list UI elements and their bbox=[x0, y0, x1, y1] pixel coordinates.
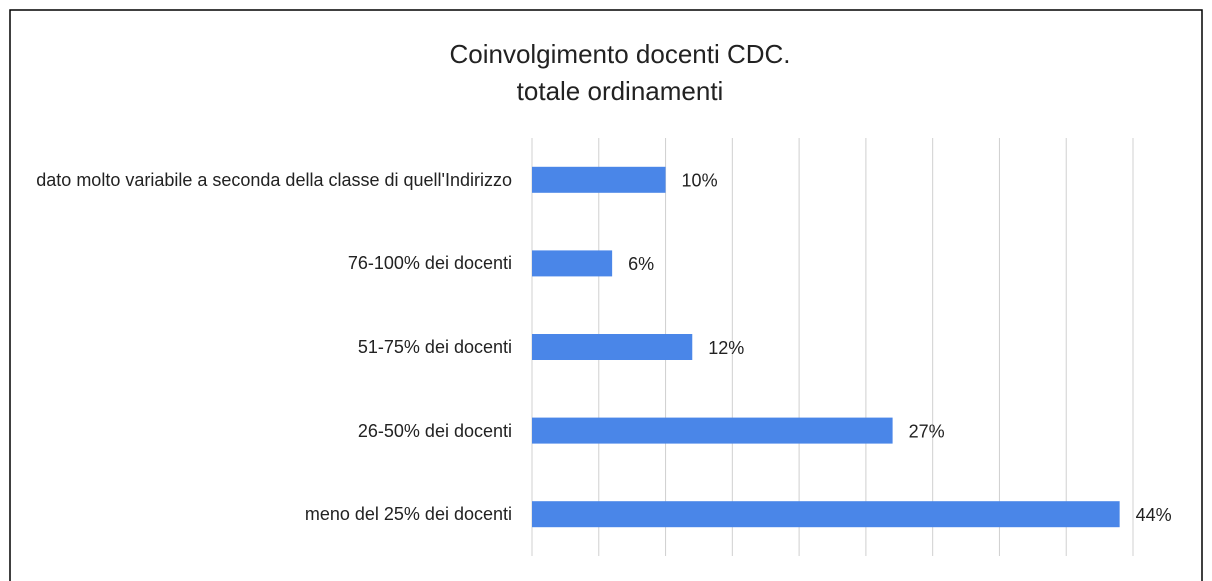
data-label: 44% bbox=[1136, 505, 1172, 525]
chart-border bbox=[9, 9, 1203, 581]
chart-title: totale ordinamenti bbox=[517, 76, 724, 106]
data-label: 27% bbox=[909, 421, 945, 441]
bar bbox=[532, 334, 693, 360]
y-tick-label: meno del 25% dei docenti bbox=[304, 504, 512, 525]
y-tick-label: 76-100% dei docenti bbox=[347, 253, 512, 274]
y-tick-label: 51-75% dei docenti bbox=[357, 337, 512, 357]
bar bbox=[532, 417, 893, 444]
bar bbox=[532, 166, 666, 193]
chart-title: Coinvolgimento docenti CDC. bbox=[449, 39, 790, 69]
data-label: 6% bbox=[628, 254, 654, 274]
data-label: 10% bbox=[682, 171, 718, 191]
bar bbox=[532, 501, 1120, 528]
bar bbox=[532, 250, 613, 277]
y-tick-label: dato molto variabile a seconda della cla… bbox=[36, 169, 512, 190]
data-label: 12% bbox=[708, 338, 744, 358]
y-tick-label: 26-50% dei docenti bbox=[357, 420, 512, 441]
